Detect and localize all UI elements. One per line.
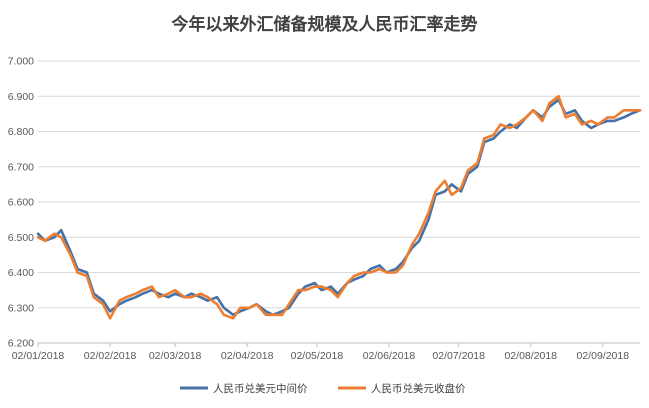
x-tick-label: 02/01/2018 <box>12 350 65 362</box>
y-tick-label: 6.800 <box>8 126 34 138</box>
y-tick-label: 6.300 <box>8 302 34 314</box>
y-tick-label: 6.200 <box>8 338 34 350</box>
x-tick-label: 02/08/2018 <box>504 350 557 362</box>
series-line-1 <box>36 98 642 317</box>
y-tick-label: 6.500 <box>8 232 34 244</box>
chart-title: 今年以来外汇储备规模及人民币汇率走势 <box>171 15 478 35</box>
legend-label-1: 人民币兑美元中间价 <box>213 382 308 395</box>
y-tick-label: 6.400 <box>8 267 34 279</box>
x-tick-label: 02/04/2018 <box>221 350 274 362</box>
x-tick-label: 02/07/2018 <box>432 350 485 362</box>
legend-label-2: 人民币兑美元收盘价 <box>371 382 466 395</box>
y-tick-label: 7.000 <box>8 56 34 68</box>
series-line-2 <box>36 94 642 320</box>
y-tick-label: 6.600 <box>8 197 34 209</box>
x-tick-label: 02/02/2018 <box>84 350 137 362</box>
x-tick-label: 02/06/2018 <box>363 350 416 362</box>
y-tick-label: 6.900 <box>8 91 34 103</box>
y-tick-label: 6.700 <box>8 161 34 173</box>
x-tick-label: 02/09/2018 <box>577 350 630 362</box>
x-tick-label: 02/03/2018 <box>149 350 202 362</box>
x-tick-label: 02/05/2018 <box>291 350 344 362</box>
